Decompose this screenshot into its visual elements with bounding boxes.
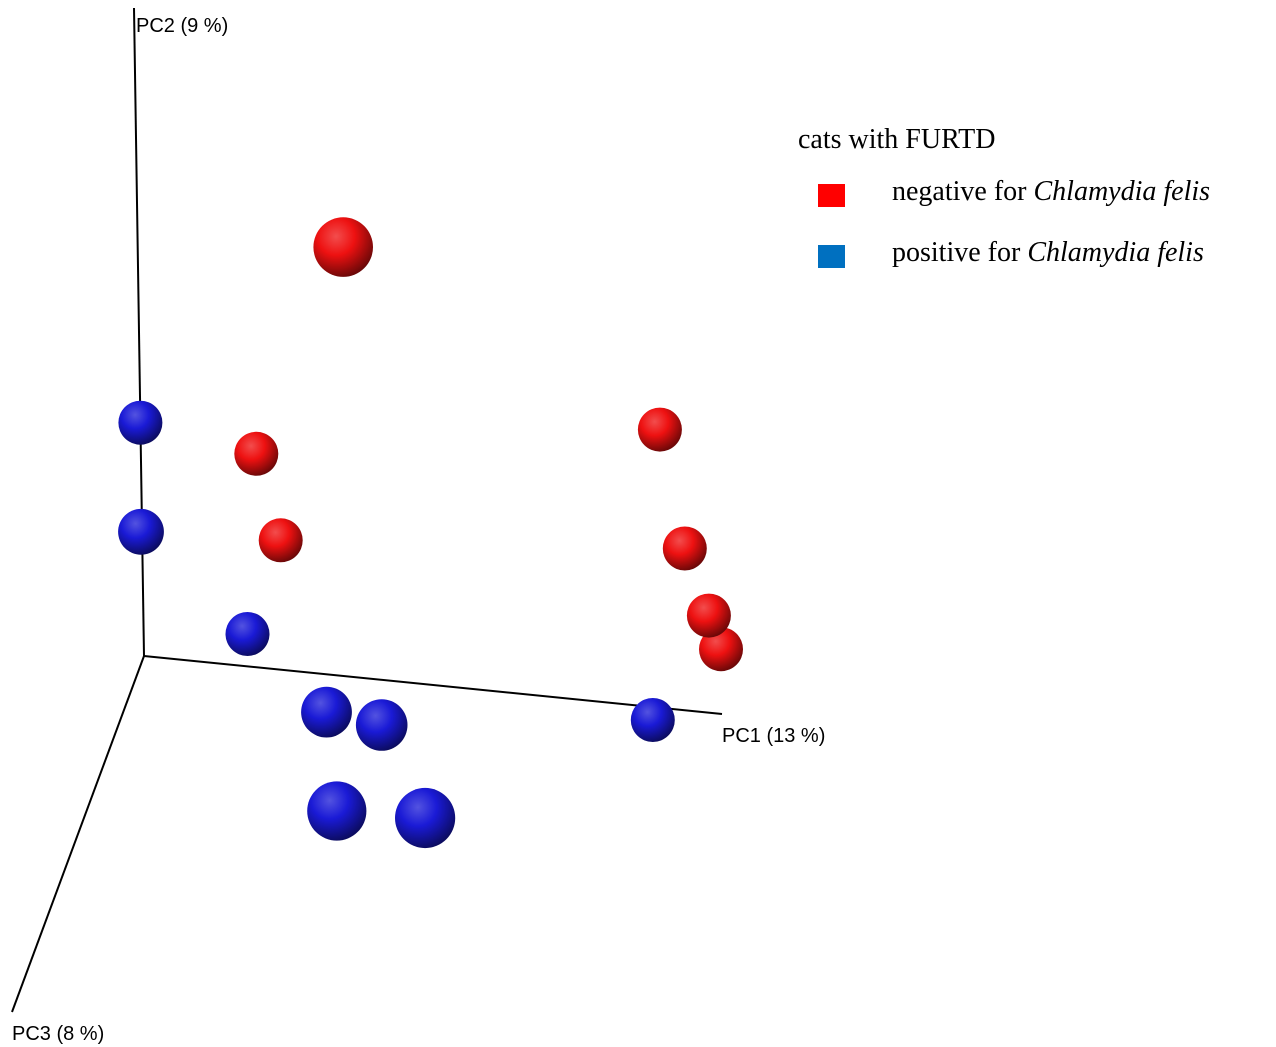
legend-label-negative: negative for Chlamydia felis	[892, 176, 1211, 207]
negative-point-3	[258, 518, 303, 563]
legend: cats with FURTD negative for Chlamydia f…	[798, 122, 1210, 294]
legend-label-positive: positive for Chlamydia felis	[892, 237, 1204, 268]
negative-point-6	[686, 593, 731, 638]
positive-point-3	[225, 612, 270, 656]
negative-point-4	[637, 407, 682, 452]
legend-swatch-positive	[818, 245, 845, 268]
positive-point-6	[355, 699, 408, 751]
pc2-axis-line	[133, 7, 145, 657]
positive-point-8	[395, 787, 456, 849]
positive-point-2	[118, 508, 164, 555]
legend-item-positive: positive for Chlamydia felis	[798, 233, 1204, 294]
pc1-axis-label: PC1 (13 %)	[722, 725, 825, 747]
pc2-axis-label: PC2 (9 %)	[136, 15, 228, 37]
positive-point-5	[301, 686, 352, 738]
axes: PC2 (9 %) PC1 (13 %) PC3 (8 %)	[11, 7, 825, 1045]
legend-title: cats with FURTD	[798, 124, 996, 155]
positive-point-1	[118, 400, 163, 445]
pc3-axis-label: PC3 (8 %)	[12, 1023, 104, 1045]
negative-point-7	[699, 627, 743, 672]
pc1-axis-line	[143, 655, 723, 715]
positive-point-4	[630, 698, 675, 742]
positive-point-7	[307, 781, 367, 841]
negative-point-5	[662, 526, 707, 571]
negative-point-2	[234, 431, 279, 476]
legend-swatch-negative	[818, 184, 845, 207]
data-points	[118, 217, 743, 849]
pc3-axis-line	[11, 655, 145, 1013]
negative-point-1	[313, 217, 374, 277]
legend-item-negative: negative for Chlamydia felis	[798, 172, 1210, 233]
